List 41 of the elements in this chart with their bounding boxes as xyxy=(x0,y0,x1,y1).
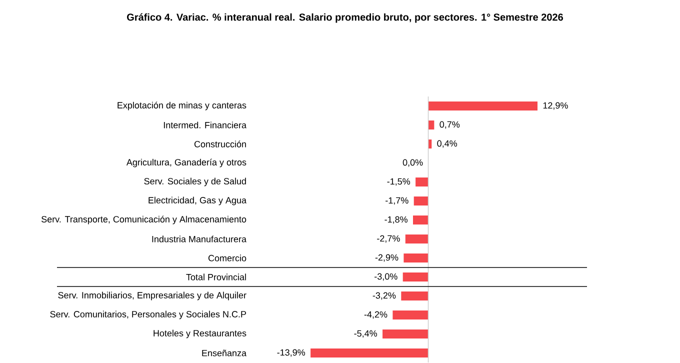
y-tick-label: Construcción xyxy=(194,140,246,148)
bar xyxy=(416,178,428,187)
bar xyxy=(401,292,428,301)
y-tick-label: Enseñanza xyxy=(202,350,247,356)
y-tick-label: Explotación de minas y canteras xyxy=(118,102,246,110)
y-tick-label: Total Provincial xyxy=(186,274,246,280)
bar xyxy=(404,254,428,263)
data-label: 0,0% xyxy=(402,159,423,167)
y-tick-label: Electricidad, Gas y Agua xyxy=(148,196,246,206)
bar xyxy=(402,272,428,282)
y-tick-label: Agricultura, Ganadería y otros xyxy=(126,158,246,168)
data-label: 0,4% xyxy=(437,140,458,148)
bar xyxy=(413,216,428,225)
y-tick-label: Serv. Transporte, Comunicación y Almacenamiento xyxy=(42,216,246,224)
data-label: 0,7% xyxy=(440,121,460,129)
data-label: 12,9% xyxy=(543,102,568,110)
bar xyxy=(428,102,538,111)
data-label: -5,4% xyxy=(354,330,378,338)
data-label: -1,8% xyxy=(384,216,408,224)
y-tick-label: Serv. Comunitarios, Personales y Sociales N.C.P xyxy=(50,310,246,320)
bar xyxy=(405,234,428,244)
chart-title: Gráfico 4. Variac. % interanual real. Salario promedio bruto, por sectores. 1° Semestre 2026 xyxy=(127,13,564,23)
data-label: -3,0% xyxy=(374,273,398,281)
bar xyxy=(414,196,428,206)
y-tick-label: Comercio xyxy=(208,254,246,262)
data-label: -2,9% xyxy=(375,254,398,262)
y-tick-label: Intermed. Financiera xyxy=(164,122,246,128)
bar xyxy=(392,310,428,320)
data-label: -1,5% xyxy=(387,178,410,186)
y-tick-label: Serv. Inmobiliarios, Empresariales y de Alquiler xyxy=(58,292,246,300)
data-label: -2,7% xyxy=(377,235,400,243)
y-tick-label: Hoteles y Restaurantes xyxy=(154,330,246,338)
data-label: -3,2% xyxy=(372,292,396,300)
data-label: -13,9% xyxy=(277,349,306,357)
data-label: -4,2% xyxy=(364,311,388,319)
y-tick-label: Industria Manufacturera xyxy=(152,236,246,242)
data-label: -1,7% xyxy=(386,197,408,205)
bar xyxy=(428,120,434,130)
y-tick-label: Serv. Sociales y de Salud xyxy=(144,178,246,186)
bar xyxy=(382,330,428,339)
bar xyxy=(310,348,428,358)
